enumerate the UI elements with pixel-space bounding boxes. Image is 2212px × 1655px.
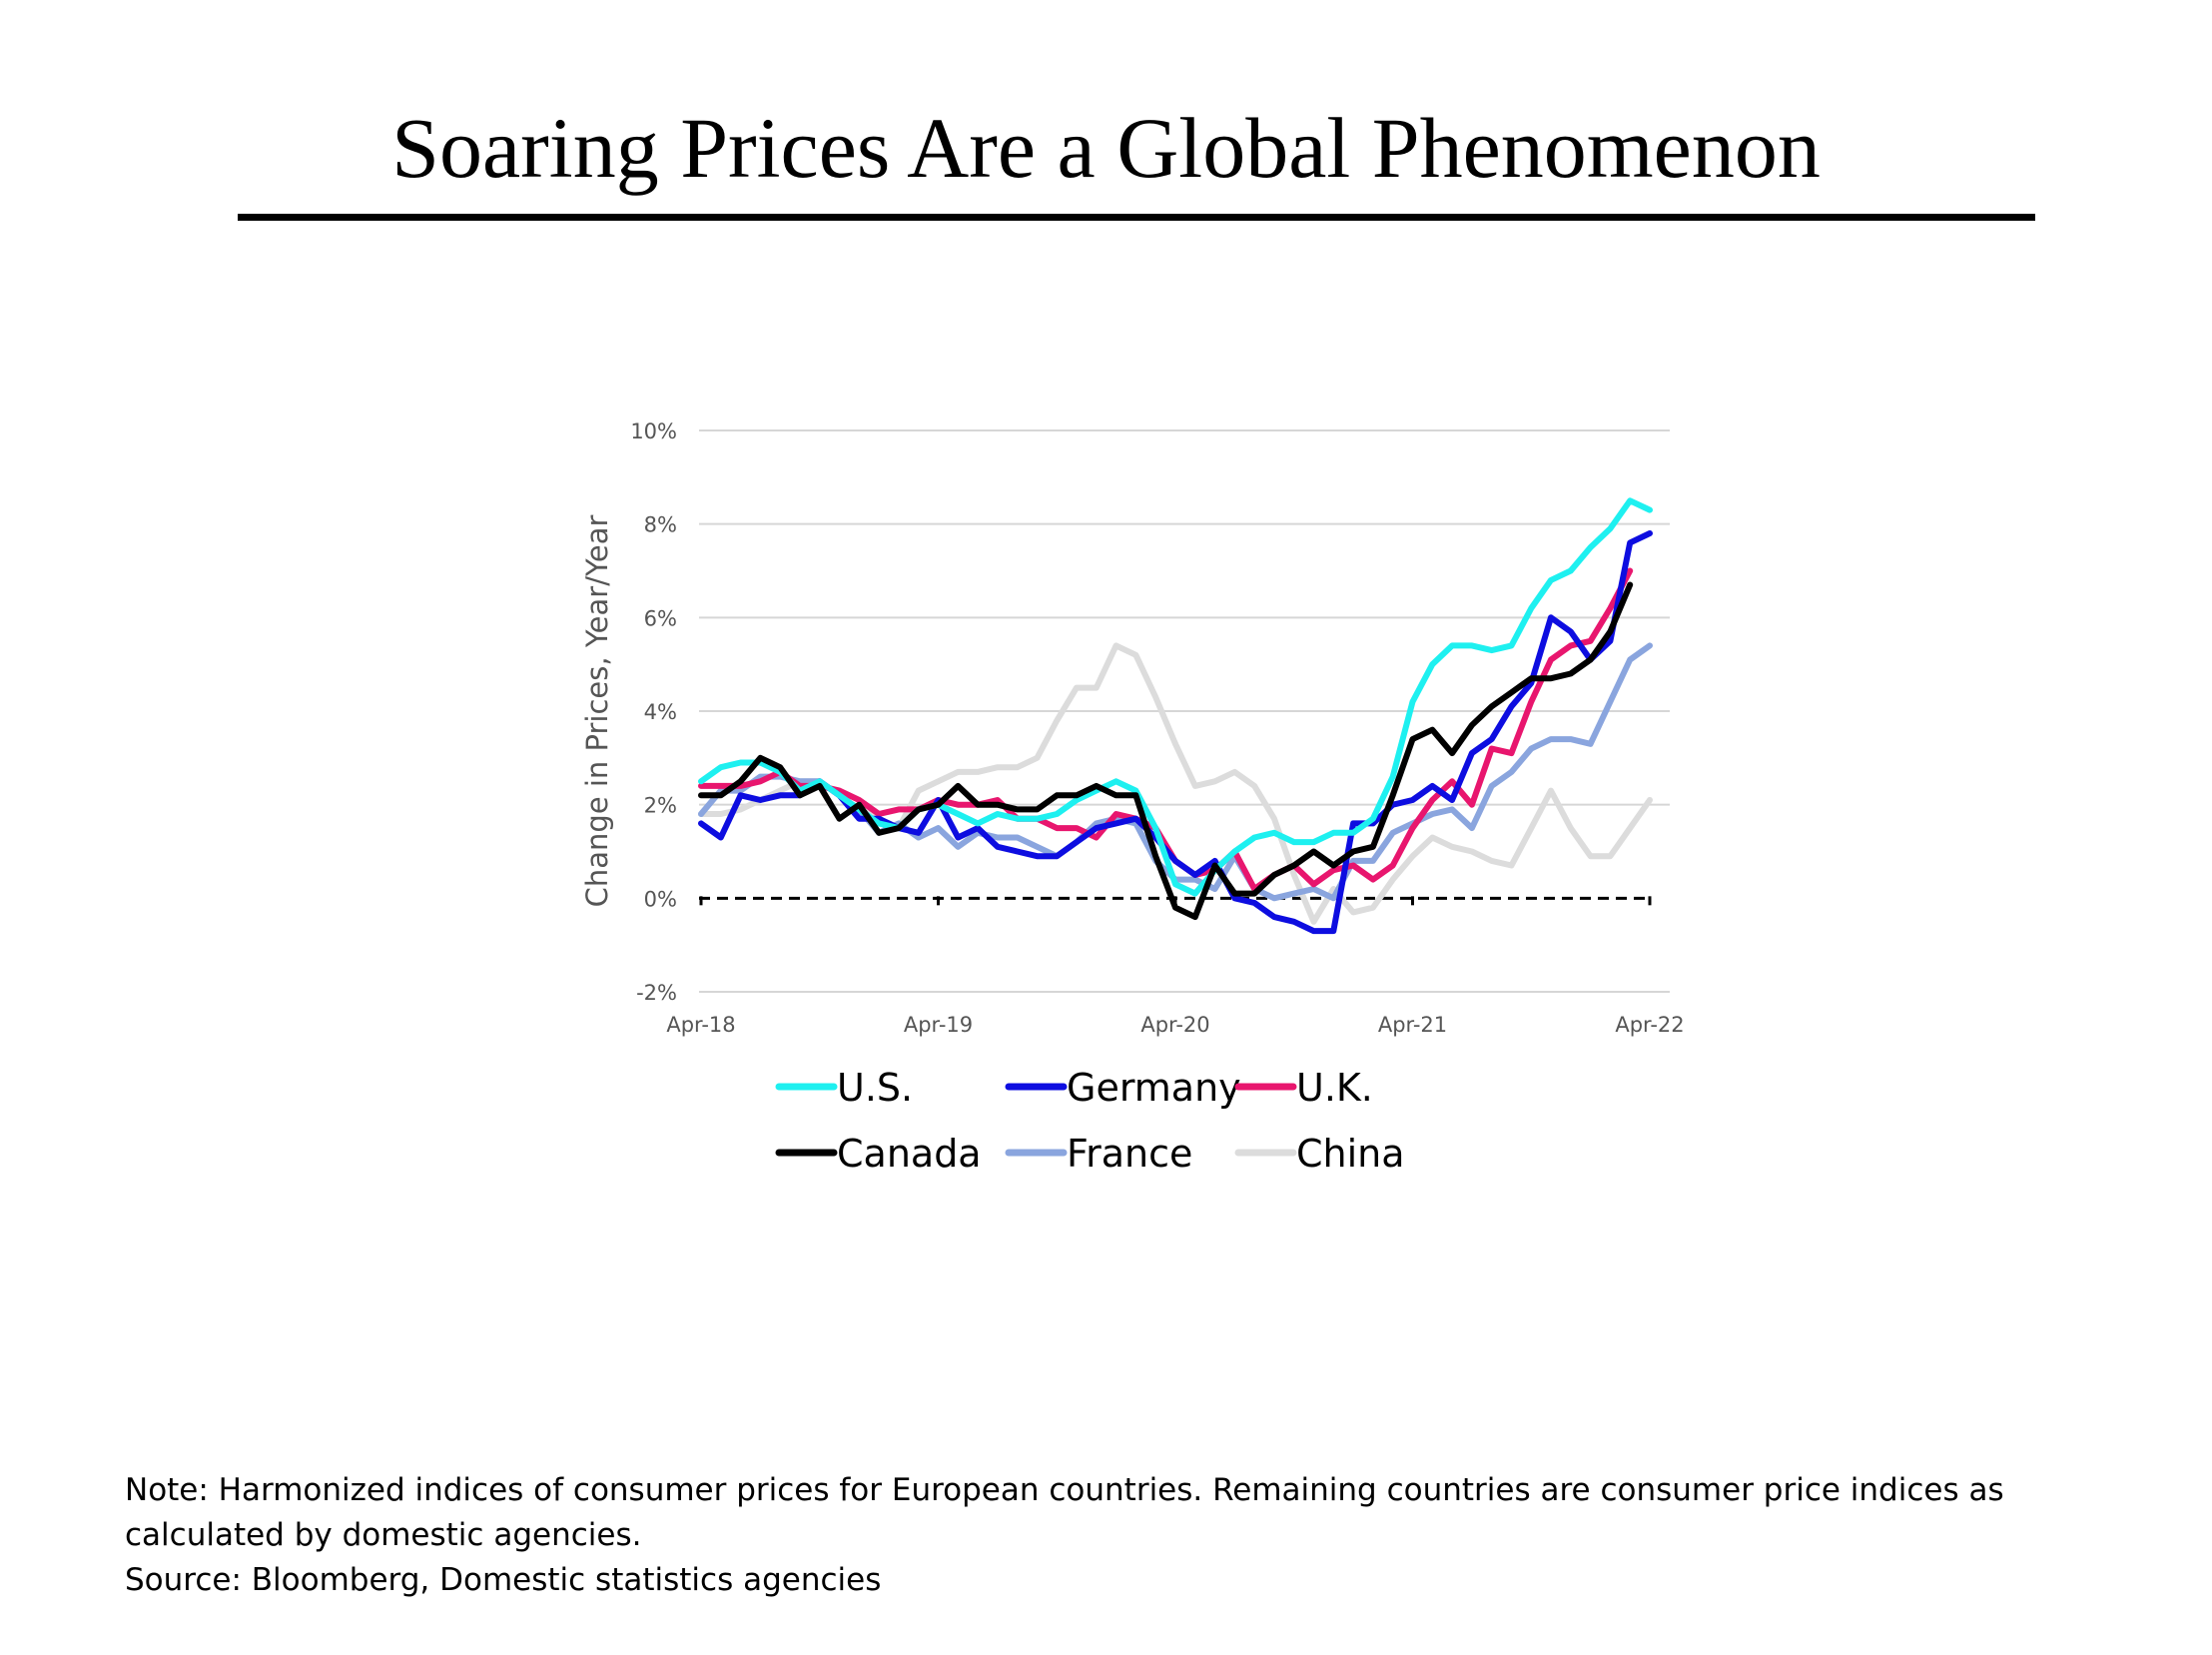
note-line-2: calculated by domestic agencies. <box>125 1517 642 1553</box>
legend-label: Canada <box>837 1132 982 1176</box>
x-tick-label: Apr-18 <box>666 1013 735 1037</box>
x-tick-label: Apr-20 <box>1140 1013 1209 1037</box>
y-axis-label: Change in Prices, Year/Year <box>580 515 614 908</box>
x-tick-label: Apr-21 <box>1378 1013 1447 1037</box>
legend: U.S. Germany U.K. Canada France China <box>775 1066 1405 1176</box>
series-line-uk <box>698 567 1634 892</box>
y-tick-label: -2% <box>636 981 677 1005</box>
title-underline <box>238 214 2035 221</box>
y-tick-label: 6% <box>644 606 677 630</box>
legend-label: U.S. <box>837 1066 913 1110</box>
y-axis-ticks: 10% 8% 6% 4% 2% 0% -2% <box>630 419 677 1005</box>
legend-label: U.K. <box>1296 1066 1373 1110</box>
y-tick-label: 2% <box>644 794 677 818</box>
legend-label: China <box>1296 1132 1405 1176</box>
x-tick-label: Apr-19 <box>904 1013 973 1037</box>
x-axis-ticks: Apr-18 Apr-19 Apr-20 Apr-21 Apr-22 <box>666 896 1685 1037</box>
page-title: Soaring Prices Are a Global Phenomenon <box>391 100 1821 196</box>
y-tick-label: 8% <box>644 513 677 537</box>
y-tick-label: 4% <box>644 700 677 724</box>
y-tick-label: 0% <box>644 887 677 911</box>
gridlines <box>699 429 1670 993</box>
note-line-1: Note: Harmonized indices of consumer pri… <box>125 1472 2004 1508</box>
series-lines <box>698 497 1653 935</box>
y-tick-label: 10% <box>630 419 677 443</box>
series-line-canada <box>698 581 1634 921</box>
legend-label: Germany <box>1067 1066 1241 1110</box>
x-tick-label: Apr-22 <box>1615 1013 1684 1037</box>
legend-label: France <box>1067 1132 1192 1176</box>
series-line-germany <box>698 530 1653 935</box>
source-line: Source: Bloomberg, Domestic statistics a… <box>125 1562 882 1598</box>
footnotes: Note: Harmonized indices of consumer pri… <box>125 1468 2122 1603</box>
